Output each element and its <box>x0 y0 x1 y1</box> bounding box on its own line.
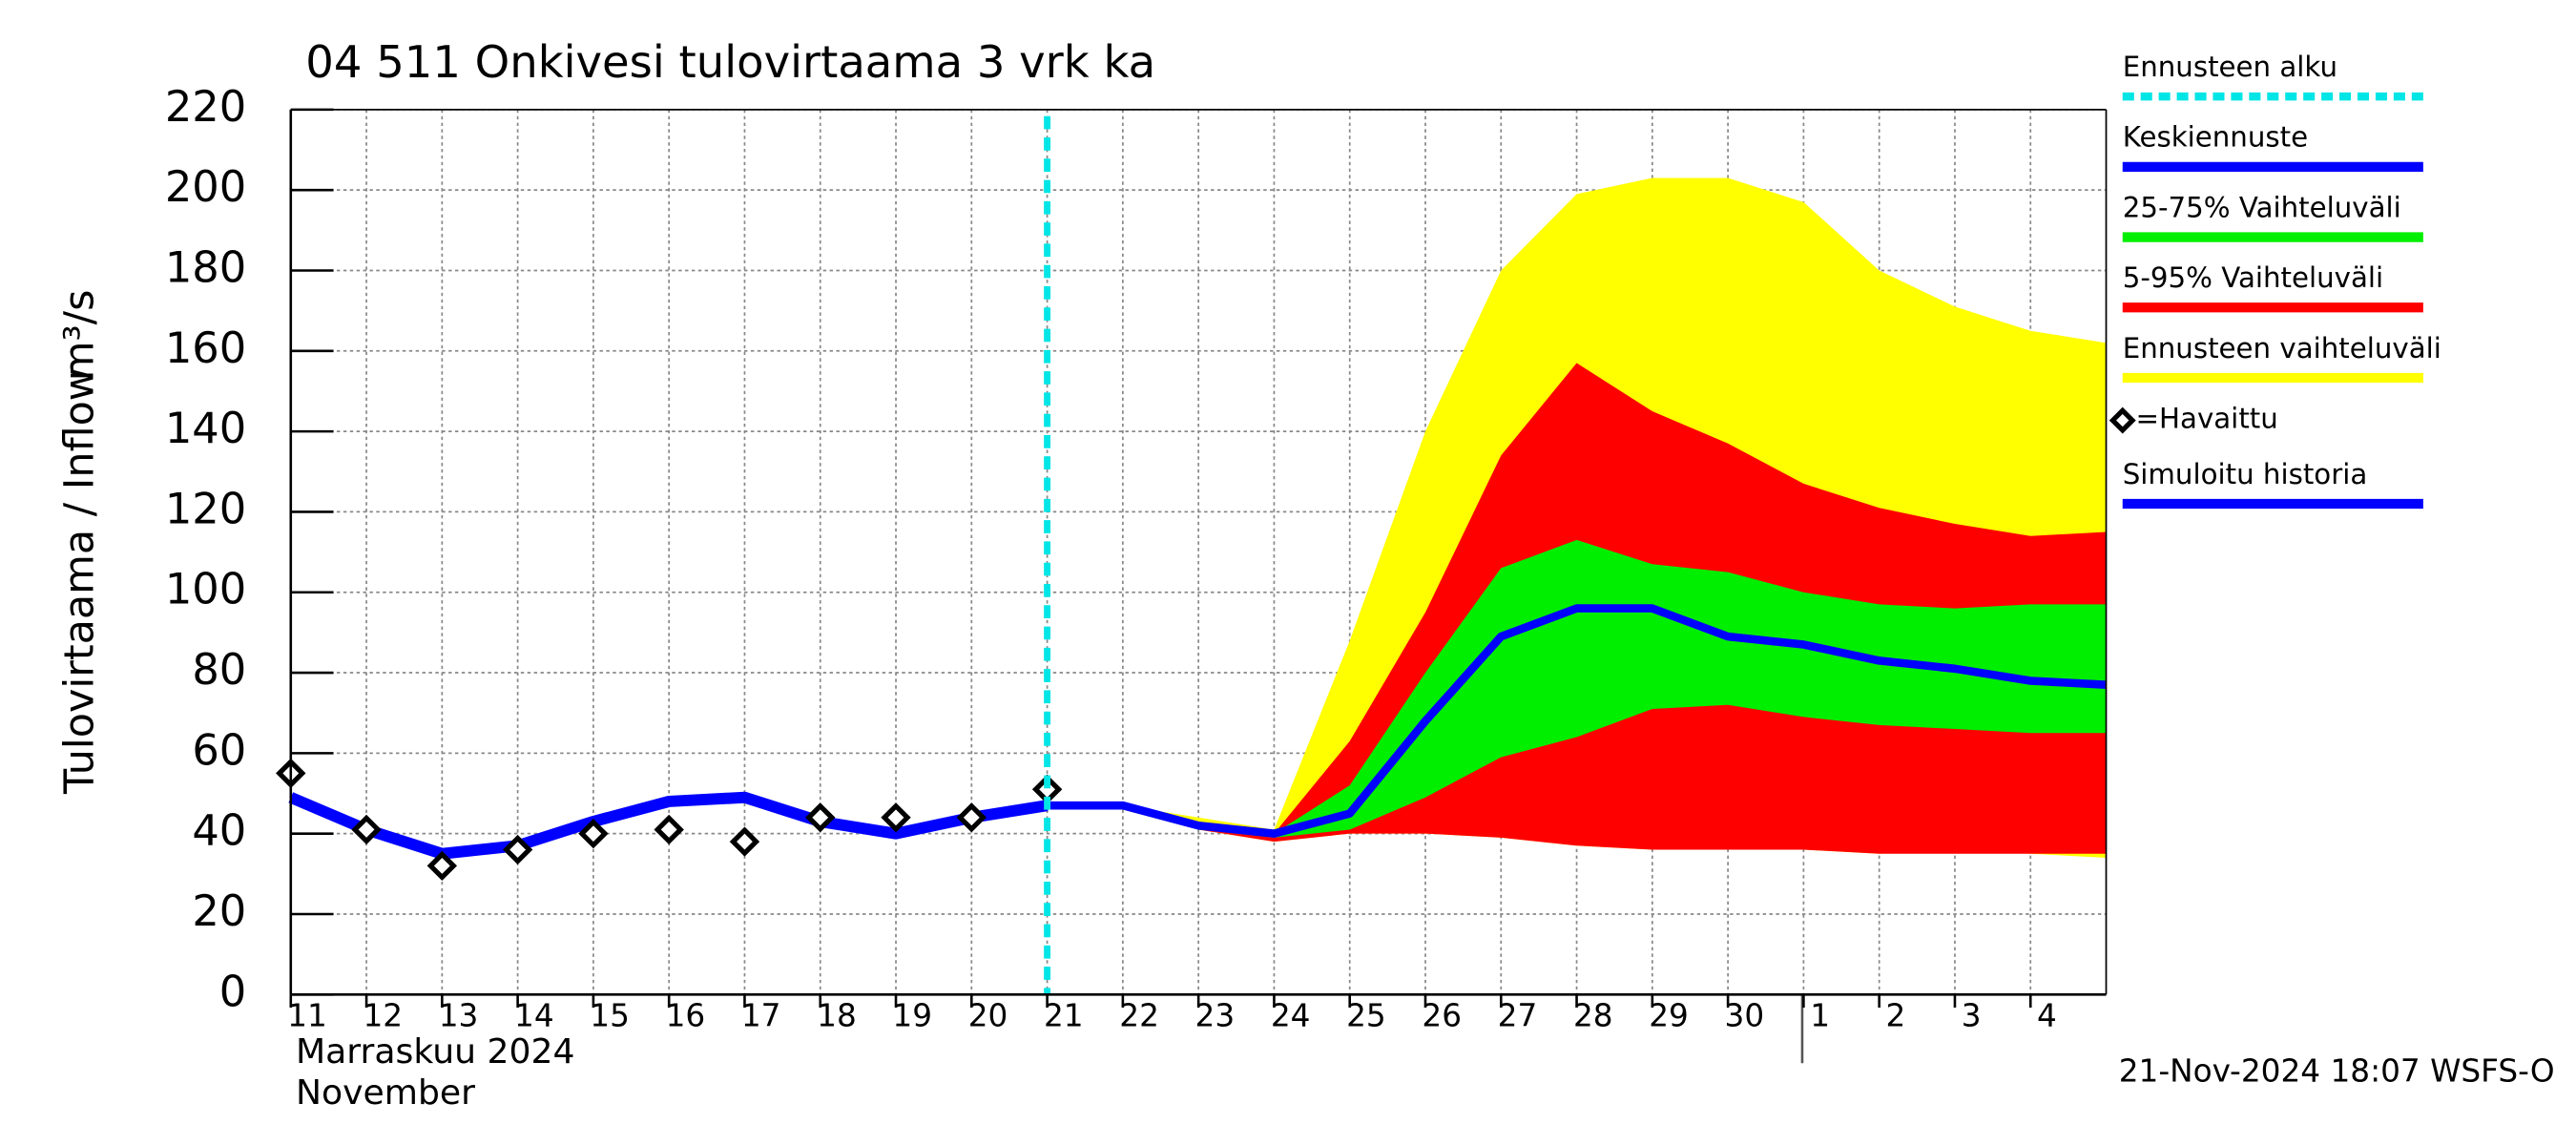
y-tick-label: 100 <box>165 565 246 614</box>
y-tick-label: 220 <box>165 82 246 132</box>
plot-area <box>276 109 2107 996</box>
y-tick-label: 120 <box>165 484 246 533</box>
line <box>1047 604 2107 838</box>
x-tick-label: 18 <box>817 997 857 1033</box>
x-axis-label: November <box>296 1072 475 1113</box>
y-tick-label: 80 <box>192 645 246 695</box>
x-tick-label: 11 <box>287 997 327 1033</box>
x-tick-label: 28 <box>1573 997 1613 1033</box>
legend-label: Ennusteen vaihteluväli <box>2123 332 2441 364</box>
legend-label: =Havaittu <box>2136 403 2278 435</box>
y-axis-label: Tulovirtaama / Inflow <box>56 367 104 795</box>
y-axis-unit: m³/s <box>56 290 104 382</box>
x-tick-label: 30 <box>1725 997 1765 1033</box>
y-tick-label: 0 <box>219 967 246 1016</box>
x-tick-label: 17 <box>741 997 781 1033</box>
x-tick-label: 13 <box>439 997 479 1033</box>
chart-title: 04 511 Onkivesi tulovirtaama 3 vrk ka <box>305 36 1155 88</box>
timestamp: 21-Nov-2024 18:07 WSFS-O <box>2119 1053 2555 1090</box>
x-tick-label: 12 <box>363 997 403 1033</box>
x-tick-label: 22 <box>1119 997 1159 1033</box>
y-tick-label: 40 <box>192 806 246 856</box>
legend-label: Simuloitu historia <box>2123 458 2368 490</box>
legend-label: Ennusteen alku <box>2123 51 2337 83</box>
x-tick-label: 16 <box>666 997 706 1033</box>
y-tick-label: 140 <box>165 404 246 453</box>
observed-point <box>351 814 382 845</box>
observed-point <box>426 850 458 882</box>
x-tick-label: 15 <box>590 997 630 1033</box>
observed-point <box>729 826 760 857</box>
x-tick-label: 14 <box>514 997 554 1033</box>
observed-point <box>881 802 911 833</box>
x-tick-label: 2 <box>1885 997 1905 1033</box>
band <box>1047 539 2107 838</box>
y-tick-label: 200 <box>165 162 246 212</box>
x-tick-label: 29 <box>1649 997 1689 1033</box>
line <box>288 791 1049 860</box>
y-tick-label: 20 <box>192 886 246 936</box>
x-tick-label: 25 <box>1346 997 1386 1033</box>
y-tick-label: 180 <box>165 243 246 293</box>
x-axis-label: Marraskuu 2024 <box>296 1031 575 1072</box>
x-tick-label: 24 <box>1271 997 1311 1033</box>
legend-label: 5-95% Vaihteluväli <box>2123 261 2383 294</box>
x-tick-label: 21 <box>1044 997 1084 1033</box>
x-tick-label: 1 <box>1810 997 1830 1033</box>
observed-point <box>502 834 533 865</box>
observed-point <box>578 819 609 849</box>
legend-marker <box>2109 406 2136 434</box>
y-tick-label: 160 <box>165 323 246 373</box>
x-tick-label: 3 <box>1962 997 1982 1033</box>
observed-point <box>805 802 836 833</box>
x-tick-label: 27 <box>1498 997 1538 1033</box>
x-tick-label: 20 <box>968 997 1008 1033</box>
x-tick-label: 26 <box>1422 997 1462 1033</box>
observed-point <box>654 814 684 845</box>
observed-point <box>956 802 987 833</box>
legend-label: 25-75% Vaihteluväli <box>2123 191 2401 223</box>
x-tick-label: 23 <box>1195 997 1236 1033</box>
y-tick-label: 60 <box>192 725 246 775</box>
x-tick-label: 19 <box>892 997 932 1033</box>
x-tick-label: 4 <box>2037 997 2057 1033</box>
legend-label: Keskiennuste <box>2123 121 2308 154</box>
